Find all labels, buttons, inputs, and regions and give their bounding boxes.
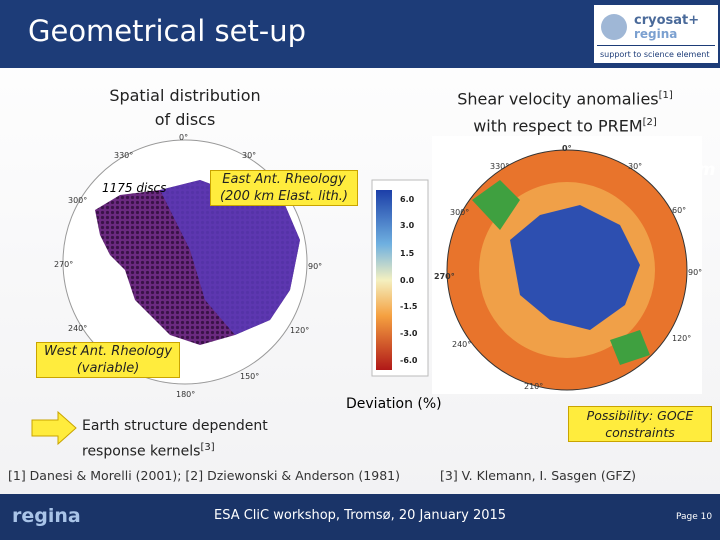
left-title-line: of discs [154,110,216,129]
callout-west: West Ant. Rheology (variable) [36,342,180,378]
colorbar-tick: -6.0 [400,356,418,365]
right-map-land [472,180,650,365]
angle-label: 300° [450,208,470,217]
arrow-text-line: Earth structure dependent [82,418,268,434]
logo-globe [601,14,627,40]
logo: cryosat+ regina support to science eleme… [594,5,718,63]
arrow-text-part: response kernels [82,443,201,460]
page-number: Page 10 [676,512,713,522]
angle-label: 300° [68,196,88,205]
angle-label: 330° [114,151,134,160]
callout-line: (variable) [76,361,140,376]
angle-label: 120° [290,326,310,335]
right-title-line: with respect to PREM[2] [430,111,700,138]
discs-east [160,180,300,335]
colorbar [376,190,392,370]
angle-label: 270° [434,272,455,281]
colorbar-tick: 6.0 [400,195,415,204]
disc-count: 1175 discs [102,181,167,195]
footer-bar [0,494,720,540]
callout-line: East Ant. Rheology [222,172,346,187]
reference: [1] Danesi & Morelli (2001); [2] Dziewon… [8,468,400,483]
angle-label: 90° [308,262,323,271]
left-title: Spatial distribution of discs [95,84,275,132]
angle-label: 240° [452,340,472,349]
callout-goce: Possibility: GOCE constraints [568,406,712,442]
angle-label: 120° [672,334,692,343]
angle-label: 60° [672,206,687,215]
callout-east: East Ant. Rheology (200 km Elast. lith.) [210,170,358,206]
angle-label: 210° [524,382,544,391]
callout-line: constraints [605,425,675,440]
arrow-text-line: response kernels[3] [82,437,268,463]
reference: [3] V. Klemann, I. Sasgen (GFZ) [440,468,637,483]
arrow [31,410,77,446]
footer-event: ESA CliC workshop, Tromsø, 20 January 20… [214,508,507,523]
angle-label: 270° [54,260,74,269]
citation: [1] [658,90,673,101]
colorbar-tick: -3.0 [400,329,418,338]
colorbar-tick: 3.0 [400,221,415,230]
title-text: with respect to PREM [473,116,643,136]
angle-label: 90° [688,268,703,277]
citation: [2] [642,117,657,129]
logo-sub: regina [634,27,677,41]
colorbar-tick: -1.5 [400,302,418,311]
slide-title: Geometrical set-up [28,14,307,48]
angle-label: 0° [179,133,189,142]
angle-label: 330° [490,162,510,171]
angle-label: 180° [176,390,196,399]
right-title: Shear velocity anomalies[1] with respect… [430,84,700,139]
angle-label: 0° [562,144,572,153]
logo-rule [597,45,715,46]
left-title-line: Spatial distribution [109,86,261,105]
angle-label: 30° [242,151,257,160]
logo-graphic: cryosat+ regina support to science eleme… [597,13,715,59]
right-map-continent [510,205,640,330]
colorbar-tick: 1.5 [400,249,415,258]
callout-line: West Ant. Rheology [43,344,173,359]
angle-label: 150° [240,372,260,381]
angle-label: 240° [68,324,88,333]
callout-line: Possibility: GOCE [586,408,694,423]
right-title-line: Shear velocity anomalies[1] [430,84,700,111]
colorbar-tick: 0.0 [400,276,415,285]
colorbar-label: Deviation (%) [346,396,442,412]
citation: [3] [200,442,215,453]
depth-label: 150 km [645,160,716,180]
angle-label: 30° [628,162,643,171]
logo-tagline: support to science element [600,50,709,59]
arrow-text: Earth structure dependent response kerne… [82,416,268,463]
callout-line: (200 km Elast. lith.) [219,189,349,204]
logo-name: cryosat+ [634,13,699,28]
footer-brand: regina [12,505,81,527]
title-text: Shear velocity anomalies [457,89,659,109]
